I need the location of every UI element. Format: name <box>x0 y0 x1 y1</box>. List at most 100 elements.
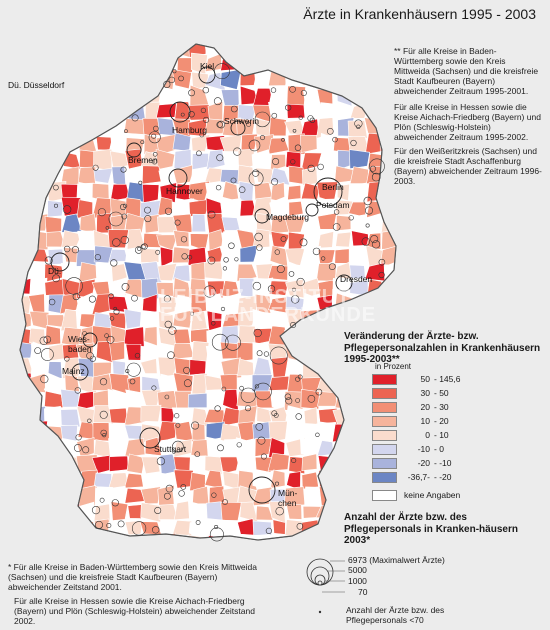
district-area <box>367 53 386 73</box>
hospital-count-circle <box>224 334 241 351</box>
district-area <box>47 100 65 120</box>
city-hospital-circle <box>139 427 161 449</box>
district-area <box>335 54 353 73</box>
district-area <box>252 520 272 536</box>
size-legend-dot-label: Anzahl der Ärzte bzw. des Pflegepersonal… <box>346 605 445 625</box>
hospital-count-circle <box>174 219 181 226</box>
hospital-count-circle <box>361 237 370 246</box>
hospital-count-circle <box>207 210 216 219</box>
hospital-count-circle <box>129 378 136 385</box>
hospital-count-circle <box>144 215 152 223</box>
hospital-count-circle <box>95 520 104 529</box>
district-area <box>336 214 353 232</box>
district-area <box>140 55 161 76</box>
hospital-count-circle <box>113 308 120 315</box>
district-area <box>124 52 143 73</box>
hospital-count-circle <box>82 446 90 454</box>
hospital-count-circle <box>252 281 262 291</box>
district-area <box>333 470 354 490</box>
district-area <box>285 502 303 520</box>
district-area <box>348 44 370 59</box>
district-area <box>125 44 146 60</box>
district-area <box>221 198 241 218</box>
district-area <box>397 313 418 328</box>
hospital-count-circle <box>121 213 128 220</box>
hospital-count-circle <box>75 434 82 441</box>
legend-class-from: 10 <box>420 416 430 426</box>
district-area <box>123 308 142 330</box>
hospital-count-circle <box>291 295 300 304</box>
hospital-count-circle <box>332 223 341 231</box>
district-area <box>20 423 31 442</box>
district-area <box>235 44 254 57</box>
hospital-count-circle <box>223 257 229 263</box>
legend-swatch <box>372 458 397 469</box>
hospital-count-circle <box>63 245 71 253</box>
hospital-count-circle <box>267 285 276 293</box>
hospital-count-circle <box>348 215 354 221</box>
city-hospital-circle <box>50 252 70 272</box>
district-area <box>189 278 208 299</box>
hospital-count-circle <box>131 294 138 302</box>
district-area <box>20 231 33 247</box>
hospital-count-circle <box>332 136 338 143</box>
hospital-count-circle <box>312 247 321 256</box>
hospital-count-circle <box>333 209 340 215</box>
district-area <box>223 44 242 58</box>
district-area <box>191 340 210 363</box>
city-label-bremen: Bremen <box>128 155 158 165</box>
city-label-dresden: Dresden <box>340 274 373 284</box>
district-area <box>190 311 208 331</box>
district-area <box>204 455 223 475</box>
hospital-count-circle <box>350 139 357 147</box>
hospital-count-circle <box>291 457 297 463</box>
district-area <box>301 167 318 186</box>
district-area <box>81 120 97 136</box>
district-area <box>20 372 33 395</box>
district-area <box>109 44 129 60</box>
district-area <box>268 280 290 296</box>
district-area <box>365 232 382 250</box>
district-area <box>139 44 160 58</box>
size-legend-value-max: 6973 (Maximalwert Ärzte) <box>348 555 445 565</box>
district-area <box>28 183 48 202</box>
district-area <box>253 44 274 58</box>
district-area <box>111 263 128 283</box>
city-label-hamburg: Hamburg <box>172 125 207 135</box>
district-area <box>76 182 95 202</box>
hospital-count-circle <box>238 186 246 193</box>
hospital-count-circle <box>91 506 101 515</box>
district-area <box>124 85 142 104</box>
city-label-schwerin: Schwerin <box>224 116 259 126</box>
district-area <box>20 87 31 106</box>
district-area <box>157 262 178 281</box>
hospital-count-circle <box>207 256 216 265</box>
city-label-dusseldorf: Dü. <box>48 266 62 276</box>
hospital-count-circle <box>119 203 127 211</box>
district-area <box>127 504 145 519</box>
district-area <box>349 55 367 71</box>
district-area <box>20 487 31 507</box>
district-area <box>300 388 320 410</box>
district-area <box>45 325 61 346</box>
hospital-count-circle <box>248 139 261 152</box>
hospital-count-circle <box>180 236 188 243</box>
hospital-count-circle <box>214 405 221 412</box>
hospital-count-circle <box>307 394 316 403</box>
city-hospital-circle <box>313 177 343 207</box>
district-area <box>139 248 160 263</box>
district-area <box>317 52 338 72</box>
hospital-count-circle <box>188 89 195 97</box>
hospital-count-circle <box>270 87 277 93</box>
hospital-count-circle <box>167 351 175 360</box>
district-area <box>317 249 336 268</box>
size-legend-title: Anzahl der Ärzte bzw. des Pflegepersonal… <box>344 512 518 546</box>
hospital-count-circle <box>187 254 193 260</box>
district-area <box>352 490 366 508</box>
district-area <box>283 44 306 59</box>
district-area <box>351 453 367 473</box>
hospital-count-circle <box>214 524 219 529</box>
district-area <box>20 501 35 522</box>
district-area <box>331 453 353 475</box>
district-area <box>222 151 243 170</box>
